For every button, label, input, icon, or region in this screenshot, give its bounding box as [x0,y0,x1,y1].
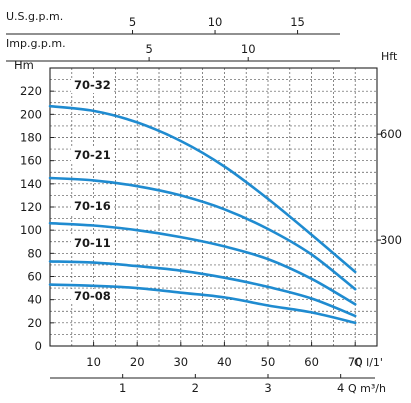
m3h-axis-label: Q m³/h [348,382,386,395]
y-tick-label: 100 [20,223,42,237]
series-label-group: 70-32 [71,78,113,93]
chart-axes [6,30,381,379]
series-curve-70-16 [48,221,357,306]
series-label-box [71,199,113,214]
series-curve-70-32 [48,104,357,274]
series-label-70-21: 70-21 [74,148,111,162]
chart-grid [50,68,377,346]
x-axis-unit-label: Q l/1' [354,356,383,369]
series-label-box [71,148,113,163]
us-gpm-tick-label: 15 [290,15,305,29]
hft-tick-label: 300 [380,233,402,247]
y-tick-label: 80 [27,246,42,260]
series-label-70-08: 70-08 [74,289,111,303]
series-label-box [71,289,113,304]
us-gpm-tick-label: 10 [208,15,223,29]
y-tick-label: 220 [20,84,42,98]
imp-gpm-tick-label: 5 [145,42,152,56]
hft-axis-label: Hft [381,50,398,63]
y-tick-label: 20 [27,316,42,330]
y-tick-label: 140 [20,177,42,191]
m3h-tick-label: 4 [337,381,344,395]
series-label-group: 70-21 [71,148,113,163]
y-tick-label: 160 [20,154,42,168]
y-tick-label: 60 [27,270,42,284]
us-gpm-tick-label: 5 [129,15,136,29]
m3h-tick-label: 2 [192,381,199,395]
series-label-group: 70-08 [71,289,113,304]
x-tick-label: 70 [348,355,363,369]
series-label-70-11: 70-11 [74,236,111,250]
series-label-box [71,236,113,251]
x-tick-label: 30 [173,355,188,369]
imp-gpm-axis-label: Imp.g.p.m. [6,37,66,50]
x-tick-label: 20 [130,355,145,369]
m3h-tick-label: 1 [119,381,126,395]
x-tick-label: 50 [261,355,276,369]
y-tick-label: 120 [20,200,42,214]
x-tick-label: 40 [217,355,232,369]
chart-curves [48,104,357,325]
y-axis-unit-label: Hm [14,58,34,72]
series-curve-70-21 [48,176,357,291]
series-label-70-16: 70-16 [74,199,111,213]
series-label-group: 70-16 [71,199,113,214]
y-tick-label: 0 [35,339,42,353]
series-label-group: 70-11 [71,236,113,251]
series-curve-70-11 [48,260,357,318]
series-label-70-32: 70-32 [74,78,111,92]
imp-gpm-tick-label: 10 [241,42,256,56]
series-label-box [71,78,113,93]
series-curve-70-08 [48,283,357,325]
us-gpm-axis-label: U.S.g.p.m. [6,10,63,23]
y-tick-label: 200 [20,107,42,121]
m3h-tick-label: 3 [264,381,271,395]
y-tick-label: 40 [27,293,42,307]
x-tick-label: 10 [86,355,101,369]
hft-tick-label: 600 [380,127,402,141]
x-tick-label: 60 [304,355,319,369]
y-tick-label: 180 [20,131,42,145]
